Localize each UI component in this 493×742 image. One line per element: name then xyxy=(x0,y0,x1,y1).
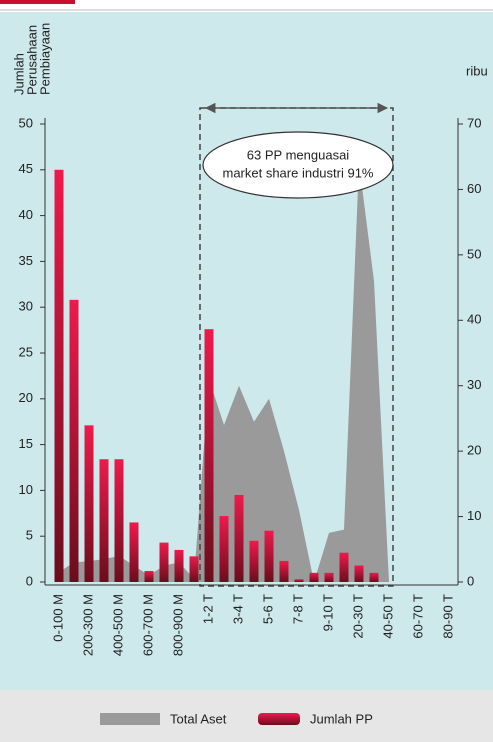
legend-label: Jumlah PP xyxy=(310,711,373,726)
bar xyxy=(69,299,79,582)
y-tick-label: 45 xyxy=(19,161,33,176)
y2-tick-label: 60 xyxy=(467,181,481,196)
y2-tick-label: 30 xyxy=(467,377,481,392)
x-tick-label: 80-90 T xyxy=(440,594,455,639)
y2-tick-label: 70 xyxy=(467,115,481,130)
y-tick-label: 5 xyxy=(26,528,33,543)
y-tick-label: 35 xyxy=(19,253,33,268)
x-tick-label: 7-8 T xyxy=(290,594,305,624)
y-tick-label: 30 xyxy=(19,299,33,314)
bar xyxy=(279,560,289,582)
bar xyxy=(324,572,334,582)
y-tick-label: 25 xyxy=(19,344,33,359)
bar xyxy=(129,522,139,582)
annotation: market share industri 91% xyxy=(222,165,373,180)
y-tick-label: 0 xyxy=(26,573,33,588)
x-tick-label: 3-4 T xyxy=(230,594,245,624)
x-tick-label: 5-6 T xyxy=(260,594,275,624)
y-tick-label: 50 xyxy=(19,115,33,130)
x-tick-label: 20-30 T xyxy=(350,594,365,639)
top-tab xyxy=(0,0,75,4)
callout xyxy=(202,131,394,199)
bar xyxy=(54,169,64,583)
highlight-box xyxy=(199,107,394,587)
bar xyxy=(159,542,169,582)
y2-axis-label: ribu xyxy=(466,63,488,78)
y2-tick-label: 50 xyxy=(467,246,481,261)
bar xyxy=(294,579,304,582)
bar xyxy=(204,329,214,582)
x-tick-label: 600-700 M xyxy=(140,594,155,656)
bar xyxy=(84,425,94,582)
y-tick-label: 40 xyxy=(19,207,33,222)
y2-tick-label: 40 xyxy=(467,312,481,327)
x-tick-label: 200-300 M xyxy=(80,594,95,656)
y2-tick-label: 0 xyxy=(467,573,474,588)
legend-bg xyxy=(0,690,493,742)
x-tick-label: 60-70 T xyxy=(410,594,425,639)
bar xyxy=(249,540,259,582)
y2-tick-label: 10 xyxy=(467,508,481,523)
bar xyxy=(354,565,364,582)
y-axis-label-line: Pembiayaan xyxy=(37,23,52,95)
x-tick-label: 400-500 M xyxy=(110,594,125,656)
annotation: 63 PP menguasai xyxy=(247,147,349,162)
area xyxy=(59,163,449,582)
bar xyxy=(189,556,199,582)
bar xyxy=(99,459,109,582)
y-tick-label: 15 xyxy=(19,436,33,451)
bar xyxy=(309,572,319,582)
bar xyxy=(234,494,244,582)
bar xyxy=(264,530,274,582)
bar xyxy=(114,459,124,582)
y2-tick-label: 20 xyxy=(467,443,481,458)
y-tick-label: 10 xyxy=(19,482,33,497)
x-tick-label: 800-900 M xyxy=(170,594,185,656)
y-tick-label: 20 xyxy=(19,390,33,405)
x-tick-label: 1-2 T xyxy=(200,594,215,624)
y-axis-label-line: Jumlah xyxy=(11,53,26,95)
bar xyxy=(339,552,349,582)
x-tick-label: 0-100 M xyxy=(50,594,65,642)
y-axis-label-line: Perusahaan xyxy=(24,25,39,95)
legend-label: Total Aset xyxy=(170,711,227,726)
legend-swatch xyxy=(100,713,160,725)
bar xyxy=(144,571,154,582)
x-tick-label: 9-10 T xyxy=(320,594,335,631)
x-tick-label: 40-50 T xyxy=(380,594,395,639)
legend-swatch xyxy=(258,713,300,725)
bar xyxy=(219,516,229,582)
bar xyxy=(174,549,184,582)
bar xyxy=(369,572,379,582)
